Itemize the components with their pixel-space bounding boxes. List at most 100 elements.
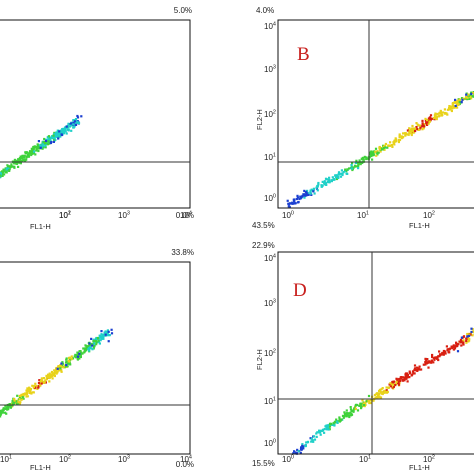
event-dot xyxy=(445,112,448,115)
event-dot xyxy=(431,355,434,359)
event-dot xyxy=(434,117,438,120)
event-dot xyxy=(456,343,459,346)
event-dot xyxy=(384,142,387,146)
event-dot xyxy=(403,379,406,382)
event-dot xyxy=(383,144,387,147)
event-dot xyxy=(60,129,63,132)
event-dot xyxy=(26,389,29,393)
event-dot xyxy=(49,139,52,142)
event-dot xyxy=(400,137,403,140)
event-dot xyxy=(100,330,103,333)
event-dot xyxy=(68,361,71,364)
event-dot xyxy=(99,339,102,342)
event-dot xyxy=(346,412,349,415)
event-dot xyxy=(361,399,364,402)
event-dot xyxy=(52,138,56,141)
event-dot xyxy=(36,144,39,147)
event-dot xyxy=(426,119,429,122)
event-dot xyxy=(310,440,313,443)
event-dot xyxy=(345,409,348,412)
event-dot xyxy=(432,117,436,120)
event-dot xyxy=(408,130,411,133)
event-dot xyxy=(468,97,471,100)
event-dot xyxy=(349,411,352,414)
event-dot xyxy=(453,101,456,104)
event-dot xyxy=(394,137,397,140)
event-dot xyxy=(317,183,320,186)
event-dot xyxy=(385,390,388,393)
event-dot xyxy=(328,425,332,428)
event-dot xyxy=(26,395,29,398)
event-dot xyxy=(39,146,42,149)
panel-c-x-tick-4-exp: 4 xyxy=(189,455,192,461)
event-dot xyxy=(454,104,457,107)
event-dot xyxy=(371,152,374,155)
event-dot xyxy=(306,189,309,192)
event-dot xyxy=(335,418,338,421)
event-dot xyxy=(429,119,432,122)
event-dot xyxy=(453,106,456,109)
event-dot xyxy=(406,373,409,377)
event-dot xyxy=(25,391,29,394)
event-dot xyxy=(356,403,359,407)
event-dot xyxy=(408,372,411,375)
event-dot xyxy=(106,329,109,332)
event-dot xyxy=(424,361,427,364)
event-dot xyxy=(27,153,30,156)
event-dot xyxy=(376,153,379,156)
event-dot xyxy=(44,142,47,145)
event-dot xyxy=(317,181,320,185)
event-dot xyxy=(432,361,435,364)
event-dot xyxy=(368,401,371,405)
panel-d-x-tick-0: 100 xyxy=(282,455,294,465)
event-dot xyxy=(355,165,358,168)
event-dot xyxy=(367,400,370,403)
event-dot xyxy=(20,398,23,401)
event-dot xyxy=(41,143,44,146)
event-dot xyxy=(13,162,16,165)
svg-text:100: 100 xyxy=(264,194,276,204)
event-dot xyxy=(30,152,33,155)
event-dot xyxy=(323,431,326,434)
event-dot xyxy=(301,194,304,197)
event-dot xyxy=(13,399,16,402)
event-dot xyxy=(61,361,64,364)
panel-a: 5.0% 0.0% 101 102 103 104 FL1-H xyxy=(0,6,194,231)
event-dot xyxy=(338,418,341,421)
event-dot xyxy=(310,437,313,440)
svg-text:103: 103 xyxy=(118,455,130,465)
event-dot xyxy=(361,156,365,159)
event-dot xyxy=(44,381,47,384)
event-dot xyxy=(348,167,351,170)
event-dot xyxy=(460,336,463,339)
event-dot xyxy=(0,412,3,415)
event-dot xyxy=(312,190,315,193)
event-dot xyxy=(400,135,403,138)
event-dot xyxy=(441,352,444,355)
panel-b-x-tick-1-base: 10 xyxy=(357,211,366,220)
event-dot xyxy=(41,377,44,380)
event-dot xyxy=(436,112,439,116)
event-dot xyxy=(337,171,341,174)
event-dot xyxy=(411,130,414,133)
event-dot xyxy=(42,377,46,380)
event-dot xyxy=(93,345,96,348)
panel-a-x-tick-1-exp: 1 xyxy=(68,211,71,217)
panel-b-x-tick-2: 102 xyxy=(423,211,435,221)
event-dot xyxy=(296,201,300,204)
event-dot xyxy=(378,146,381,149)
event-dot xyxy=(452,105,455,108)
panel-c-frame xyxy=(0,261,191,455)
event-dot xyxy=(386,146,389,149)
panel-c-pct-lower-right: 0.0% xyxy=(176,460,194,469)
event-dot xyxy=(329,422,333,425)
event-dot xyxy=(108,334,111,337)
event-dot xyxy=(72,121,75,124)
event-dot xyxy=(374,396,377,399)
event-dot xyxy=(451,102,454,105)
event-dot xyxy=(9,406,12,409)
event-dot xyxy=(5,171,8,174)
event-dot xyxy=(34,153,37,156)
event-dot xyxy=(364,401,367,404)
svg-text:101: 101 xyxy=(357,211,369,221)
